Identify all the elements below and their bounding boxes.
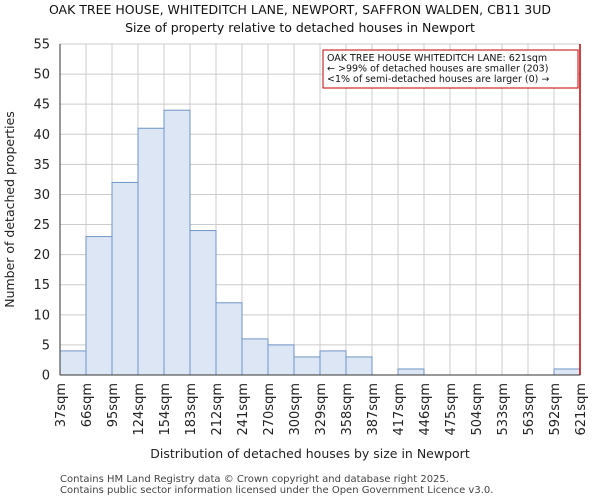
annotation-text: <1% of semi-detached houses are larger (…	[327, 74, 549, 85]
histogram-bar	[319, 350, 347, 376]
y-tick-label: 20	[33, 248, 50, 263]
x-tick-label: 95sqm	[106, 383, 121, 427]
x-tick-label: 124sqm	[132, 383, 147, 436]
histogram-bar	[215, 302, 243, 376]
histogram-bar	[137, 127, 165, 376]
histogram-bar	[293, 356, 321, 376]
x-tick-label: 358sqm	[340, 383, 355, 436]
x-tick-label: 563sqm	[522, 383, 537, 436]
x-tick-label: 417sqm	[392, 383, 407, 436]
histogram-bar	[397, 368, 425, 376]
y-tick-label: 40	[33, 128, 50, 143]
y-tick-label: 35	[33, 158, 50, 173]
x-tick-label: 300sqm	[288, 383, 303, 436]
histogram-chart: 0 5 10 15 20 25 30 35 40 45 50 55 37sqm 66sqm 95sqm 124…	[2, 38, 589, 462]
x-tick-label: 504sqm	[470, 383, 485, 436]
histogram-bar	[267, 344, 295, 376]
histogram-bar	[241, 338, 269, 376]
annotation-text: ← >99% of detached houses are smaller (2…	[327, 64, 548, 75]
x-tick-label: 66sqm	[80, 383, 95, 427]
histogram-bar	[111, 181, 139, 376]
y-tick-label: 5	[42, 338, 50, 353]
y-tick-label: 30	[33, 188, 50, 203]
x-tick-label: 592sqm	[548, 383, 563, 436]
x-tick-label: 446sqm	[418, 383, 433, 436]
y-tick-label: 25	[33, 218, 50, 233]
y-tick-label: 55	[33, 38, 50, 53]
x-tick-label: 621sqm	[574, 383, 589, 436]
x-tick-label: 37sqm	[54, 383, 69, 427]
x-tick-label: 475sqm	[444, 383, 459, 436]
annotation-text: OAK TREE HOUSE WHITEDITCH LANE: 621sqm	[327, 53, 547, 64]
histogram-bar	[189, 230, 217, 376]
chart-subtitle: Size of property relative to detached ho…	[125, 20, 475, 35]
y-tick-label: 10	[33, 308, 50, 323]
footer-line-2: Contains public sector information licen…	[60, 485, 494, 496]
histogram-bar	[553, 368, 581, 376]
x-tick-label: 183sqm	[184, 383, 199, 436]
y-tick-label: 50	[33, 68, 50, 83]
x-tick-label: 212sqm	[210, 383, 225, 436]
histogram-bar	[85, 236, 113, 376]
y-tick-label: 0	[42, 369, 50, 384]
x-tick-label: 154sqm	[158, 383, 173, 436]
y-tick-label: 15	[33, 278, 50, 293]
x-tick-label: 329sqm	[314, 383, 329, 436]
histogram-bar	[345, 356, 373, 376]
histogram-bar	[163, 109, 191, 376]
histogram-bar	[59, 350, 87, 376]
x-tick-label: 387sqm	[366, 383, 381, 436]
x-tick-label: 241sqm	[236, 383, 251, 436]
annotation-box	[322, 49, 579, 89]
chart-title: OAK TREE HOUSE, WHITEDITCH LANE, NEWPORT…	[48, 2, 552, 17]
x-tick-label: 270sqm	[262, 383, 277, 436]
x-axis-label: Distribution of detached houses by size …	[150, 446, 470, 461]
x-tick-label: 533sqm	[496, 383, 511, 436]
y-axis-label: Number of detached properties	[2, 111, 17, 308]
y-tick-label: 45	[33, 98, 50, 113]
footer-line-1: Contains HM Land Registry data © Crown c…	[60, 474, 449, 485]
